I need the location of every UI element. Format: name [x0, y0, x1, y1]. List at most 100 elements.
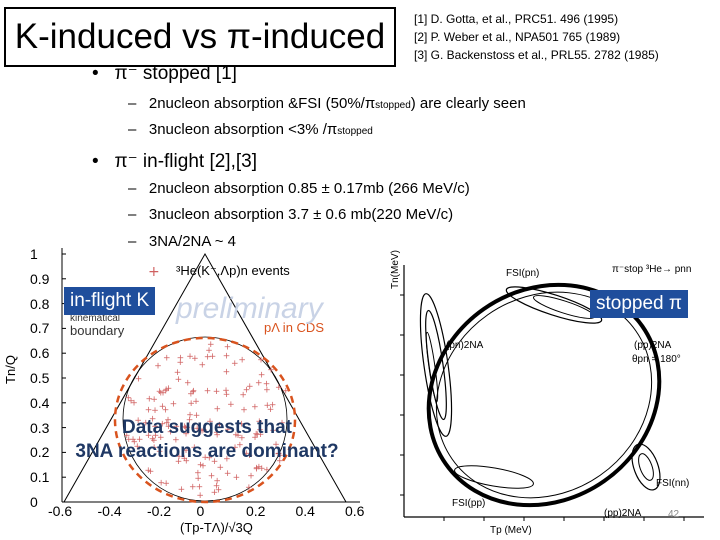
scatter-point: +	[186, 411, 194, 421]
sub-bullet-ratio: – 3NA/2NA ~ 4	[128, 233, 236, 250]
pp-2na-bottom-label: (pp)2NA	[604, 508, 642, 519]
scatter-point: +	[175, 457, 183, 467]
sub-bullet-text: 2nucleon absorption 0.85 ± 0.17mb (266 M…	[148, 180, 470, 197]
scatter-point: +	[238, 355, 246, 365]
scatter-point: +	[184, 379, 192, 389]
scatter-point: +	[130, 399, 138, 409]
contour-pn-3	[425, 331, 439, 403]
scatter-point: +	[246, 382, 254, 392]
scatter-point: +	[127, 397, 135, 407]
sub-bullet-after: ) are clearly seen	[410, 95, 526, 112]
scatter-point: +	[223, 368, 231, 378]
scatter-point: +	[238, 420, 246, 430]
scatter-point: +	[215, 486, 223, 496]
scatter-point: +	[272, 440, 280, 450]
scatter-point: +	[194, 469, 202, 479]
scatter-point: +	[165, 422, 173, 432]
sub-bullet-3na-stopped: – 3nucleon absorption <3% /πstopped	[128, 121, 373, 138]
bullet-dot: •	[92, 63, 99, 84]
scatter-point: +	[163, 354, 171, 364]
sub-bullet-2na-stopped: – 2nucleon absorption &FSI (50%/πstopped…	[128, 95, 526, 112]
scatter-point: +	[216, 421, 224, 431]
dash: –	[128, 180, 137, 197]
y-tick-marks	[62, 253, 66, 478]
scatter-point: +	[191, 354, 199, 364]
scatter-point: +	[193, 411, 201, 421]
scatter-point: +	[167, 428, 175, 438]
scatter-point: +	[227, 400, 235, 410]
reference-1: [1] D. Gotta, et al., PRC51. 496 (1995)	[414, 12, 619, 26]
scatter-point: +	[151, 406, 159, 416]
scatter-point: +	[234, 431, 242, 441]
y-tick-label: 1	[30, 246, 38, 262]
scatter-point: +	[162, 479, 170, 489]
scatter-point: +	[159, 420, 167, 430]
scatter-point: +	[207, 340, 215, 350]
scatter-point: +	[156, 387, 164, 397]
scatter-point: +	[213, 387, 221, 397]
scatter-point: +	[196, 491, 204, 501]
x-tick-marks	[443, 517, 685, 521]
scatter-point: +	[145, 431, 153, 441]
pa-acceptance-region	[113, 336, 297, 504]
scatter-point: +	[145, 405, 153, 415]
scatter-point: +	[267, 365, 275, 375]
scatter-point: +	[154, 362, 162, 372]
y-tick-label: 0.3	[30, 419, 50, 436]
scatter-point: +	[263, 466, 271, 476]
scatter-point: +	[224, 342, 232, 352]
scatter-point: +	[257, 355, 265, 365]
scatter-point: +	[184, 423, 192, 433]
sub-bullet-2na-inflight: – 2nucleon absorption 0.85 ± 0.17mb (266…	[128, 180, 470, 197]
y-tick-label: 0.9	[30, 270, 50, 287]
scatter-point: +	[263, 379, 271, 389]
scatter-point: +	[187, 389, 195, 399]
scatter-point: +	[247, 471, 255, 481]
y-tick-label: 0.7	[30, 320, 50, 337]
scatter-point: +	[209, 352, 217, 362]
x-tick-label: 0.6	[345, 503, 365, 519]
y-axis-label: Tn/Q	[2, 355, 18, 384]
scatter-point: +	[198, 426, 206, 436]
scatter-point: +	[182, 446, 190, 456]
scatter-point: +	[194, 474, 202, 484]
scatter-point: +	[196, 483, 204, 493]
bullet-inflight: • π⁻ in-flight [2],[3]	[92, 150, 257, 173]
scatter-point: +	[181, 454, 189, 464]
scatter-point: +	[282, 386, 290, 396]
bullet-stopped: • π⁻ stopped [1]	[92, 62, 237, 85]
overlay-text: Data suggests that 3NA reactions are dom…	[52, 416, 362, 464]
scatter-point: +	[231, 359, 239, 369]
scatter-point: +	[125, 435, 133, 445]
scatter-point: +	[142, 419, 150, 429]
scatter-point: +	[222, 386, 230, 396]
scatter-point: +	[245, 483, 253, 493]
x-axis-label: (Tp-TΛ)/√3Q	[180, 520, 253, 535]
scatter-point: +	[123, 431, 131, 441]
scatter-point: +	[156, 447, 164, 457]
fsi-nn-label: FSI(nn)	[656, 478, 690, 489]
legend-label: ³He(K⁻,Λp)n events	[176, 263, 290, 278]
scatter-point: +	[211, 488, 219, 498]
scatter-point: +	[199, 361, 207, 371]
scatter-point: +	[157, 433, 165, 443]
dash: –	[128, 121, 137, 138]
fsi-pn-label: FSI(pn)	[506, 268, 540, 279]
stopped-pi-badge: stopped π	[590, 290, 689, 318]
scatter-point: +	[189, 388, 197, 398]
scatter-point: +	[170, 400, 178, 410]
scatter-point: +	[125, 393, 133, 403]
scatter-point: +	[204, 353, 212, 363]
scatter-point: +	[231, 443, 239, 453]
page-title: K-induced vs π-induced	[14, 17, 386, 56]
scatter-point: +	[146, 395, 154, 405]
scatter-point: +	[223, 455, 231, 465]
scatter-point: +	[254, 430, 262, 440]
scatter-point: +	[189, 482, 197, 492]
scatter-point: +	[256, 417, 264, 427]
title-box	[4, 7, 396, 67]
bullet-stopped-text: π⁻ stopped [1]	[114, 63, 237, 84]
scatter-point: +	[258, 464, 266, 474]
scatter-point: +	[263, 386, 271, 396]
contour-outer	[435, 291, 653, 499]
